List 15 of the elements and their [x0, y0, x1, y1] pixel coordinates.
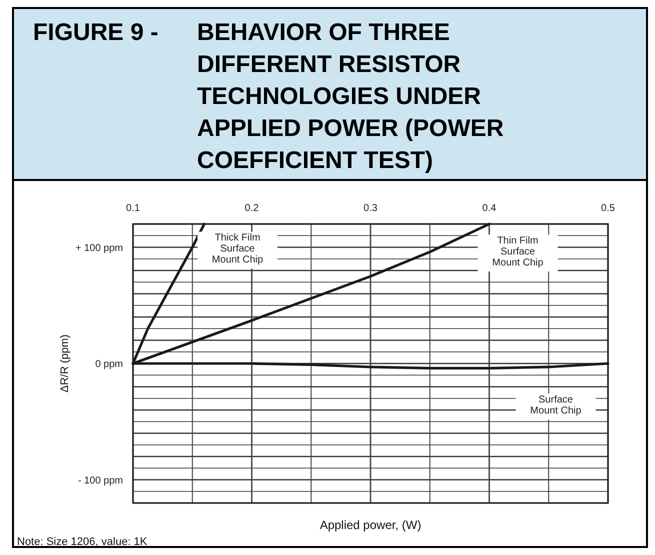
x-tick-label: 0.1 [126, 203, 140, 214]
y-axis-title: ΔR/R (ppm) [59, 334, 71, 393]
x-tick-label: 0.3 [364, 203, 378, 214]
series-label: Thin Film Surface Mount Chip [492, 236, 544, 269]
x-tick-label: 0.5 [601, 203, 616, 214]
text: Note: Size 1206, value: 1K [17, 536, 148, 548]
chart-title: FIGURE 9 - BEHAVIOR OF THREE DIFFERENT RESISTOR TECHNOLOGIES UNDER APPLIED POWER (POWER COEFFICIENT TEST) [33, 19, 504, 174]
x-tick-label: 0.2 [244, 203, 260, 214]
y-tick-label: + 100 ppm [75, 242, 123, 254]
text: Surface Mount Chip [530, 394, 582, 417]
series-label: Thick Film Surface Mount Chip [212, 232, 264, 266]
y-tick-label: 0 ppm [95, 359, 123, 370]
y-tick-label: - 100 ppm [78, 475, 123, 486]
x-axis-title: Applied power, (W) [320, 518, 422, 532]
x-tick-label: 0.4 [482, 203, 497, 214]
